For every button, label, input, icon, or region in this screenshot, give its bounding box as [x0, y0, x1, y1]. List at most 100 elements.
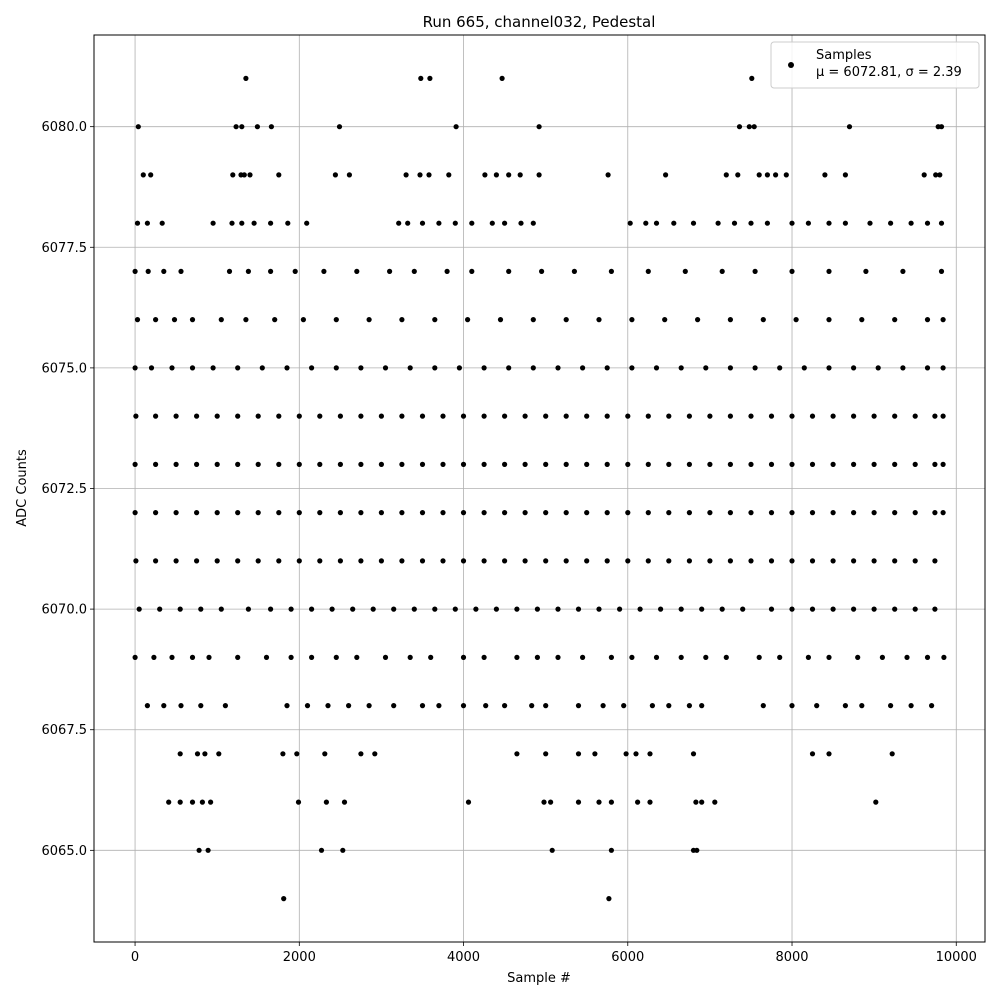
data-point — [304, 220, 310, 226]
data-point — [625, 558, 631, 564]
data-point — [144, 220, 150, 226]
data-point — [666, 703, 672, 709]
data-point — [851, 365, 857, 371]
data-point — [694, 847, 700, 853]
data-point — [446, 172, 452, 178]
data-point — [645, 509, 651, 516]
data-point — [924, 654, 931, 661]
data-point — [198, 703, 204, 709]
data-point — [263, 654, 270, 661]
data-point — [296, 509, 302, 516]
data-point — [206, 654, 212, 661]
data-point — [830, 606, 836, 612]
data-point — [235, 413, 241, 419]
data-point — [604, 461, 610, 467]
data-point — [707, 461, 713, 467]
data-point — [506, 365, 512, 371]
y-tick-label: 6070.0 — [42, 603, 88, 618]
data-point — [777, 365, 783, 371]
data-point — [541, 799, 547, 805]
data-point — [514, 654, 520, 661]
data-point — [719, 268, 725, 274]
data-point — [723, 654, 729, 661]
data-point — [241, 172, 247, 178]
data-point — [169, 654, 175, 661]
data-point — [340, 847, 346, 853]
data-point — [900, 268, 906, 274]
data-point — [686, 461, 693, 467]
data-point — [378, 558, 384, 564]
data-point — [387, 268, 393, 274]
data-point — [924, 365, 931, 371]
data-point — [419, 558, 426, 564]
data-point — [530, 220, 536, 226]
data-point — [826, 220, 832, 226]
data-point — [596, 317, 602, 323]
y-tick-label: 6067.5 — [42, 723, 88, 738]
data-point — [625, 413, 631, 419]
data-point — [888, 703, 894, 709]
data-point — [809, 509, 816, 516]
data-point — [323, 799, 329, 805]
data-point — [746, 124, 752, 130]
data-point — [543, 558, 549, 564]
data-point — [575, 751, 582, 757]
data-point — [460, 461, 467, 467]
data-point — [830, 413, 836, 419]
data-point — [699, 606, 705, 612]
data-point — [938, 220, 945, 226]
data-point — [337, 509, 343, 516]
data-point — [826, 365, 832, 371]
data-point — [703, 365, 709, 371]
data-point — [735, 172, 741, 178]
data-point — [715, 220, 721, 226]
data-point — [218, 606, 224, 612]
data-point — [663, 172, 669, 178]
data-point — [134, 317, 141, 323]
data-point — [378, 509, 384, 516]
data-point — [580, 654, 586, 661]
data-point — [686, 413, 693, 419]
data-point — [539, 268, 545, 274]
data-point — [575, 799, 582, 805]
data-point — [555, 365, 561, 371]
data-point — [189, 317, 196, 323]
data-point — [575, 606, 582, 612]
data-point — [727, 413, 734, 419]
data-point — [202, 751, 208, 757]
data-point — [647, 751, 653, 757]
data-point — [912, 558, 918, 564]
data-point — [809, 558, 816, 564]
data-point — [243, 317, 249, 323]
data-point — [548, 799, 554, 805]
data-point — [629, 317, 635, 323]
data-point — [481, 365, 487, 371]
data-point — [132, 509, 138, 516]
data-point — [584, 558, 590, 564]
data-point — [440, 461, 446, 467]
data-point — [432, 606, 438, 612]
data-point — [517, 172, 523, 178]
data-point — [132, 365, 138, 371]
data-point — [276, 172, 282, 178]
data-point — [173, 509, 179, 516]
data-point — [871, 606, 877, 612]
data-point — [534, 654, 541, 661]
data-point — [522, 558, 528, 564]
data-point — [196, 847, 202, 853]
data-points — [132, 75, 947, 902]
data-point — [900, 365, 906, 371]
data-point — [268, 124, 274, 130]
data-point — [235, 558, 241, 564]
data-point — [563, 317, 569, 323]
data-point — [161, 268, 167, 274]
data-point — [482, 172, 488, 178]
data-point — [695, 317, 701, 323]
data-point — [637, 606, 643, 612]
data-point — [751, 124, 757, 130]
data-point — [144, 703, 150, 709]
data-point — [177, 799, 183, 805]
data-point — [134, 220, 141, 226]
data-point — [627, 220, 633, 226]
